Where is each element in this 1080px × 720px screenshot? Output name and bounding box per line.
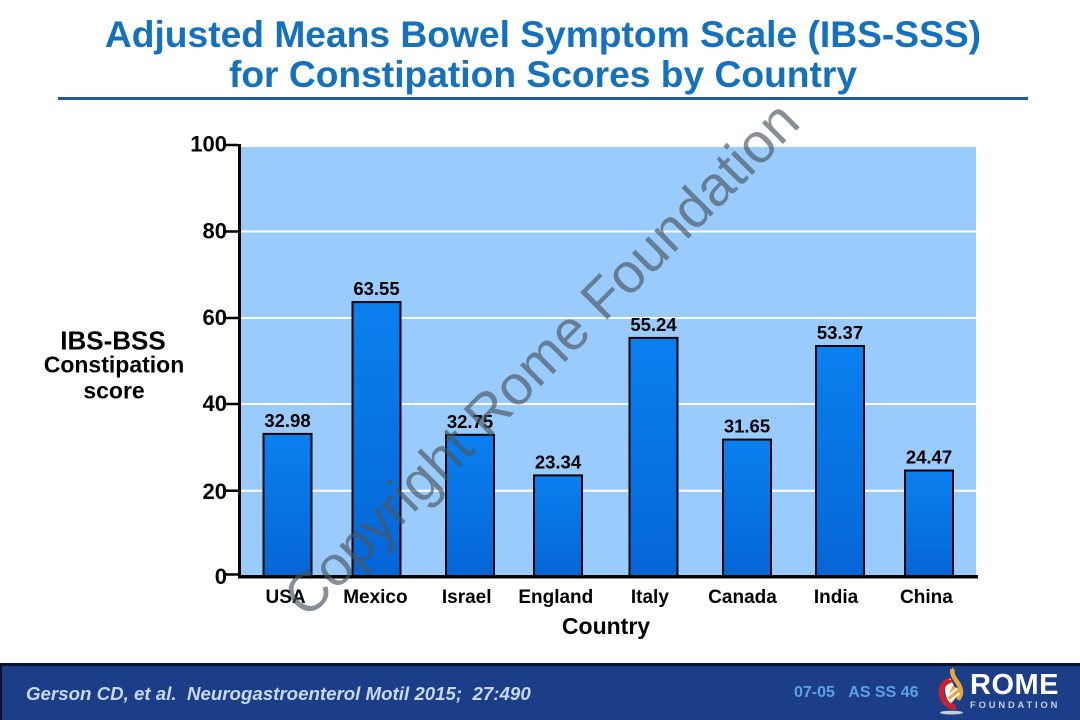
svg-text:32.75: 32.75 — [447, 411, 493, 432]
svg-text:23.34: 23.34 — [535, 451, 582, 472]
svg-text:USA: USA — [266, 587, 306, 608]
svg-text:Canada: Canada — [708, 587, 777, 608]
svg-text:60: 60 — [203, 305, 227, 330]
svg-text:55.24: 55.24 — [630, 314, 677, 335]
svg-text:0: 0 — [215, 564, 227, 589]
svg-text:England: England — [518, 587, 593, 608]
svg-text:20: 20 — [203, 479, 227, 504]
svg-text:Constipation: Constipation — [44, 352, 185, 378]
svg-text:40: 40 — [203, 391, 227, 416]
svg-text:Italy: Italy — [631, 587, 669, 608]
svg-text:80: 80 — [203, 219, 227, 244]
svg-text:24.47: 24.47 — [906, 447, 952, 468]
svg-text:63.55: 63.55 — [353, 278, 399, 299]
svg-text:China: China — [900, 587, 953, 608]
svg-text:Country: Country — [562, 613, 650, 639]
svg-text:31.65: 31.65 — [724, 416, 770, 437]
svg-text:100: 100 — [190, 132, 227, 157]
svg-text:32.98: 32.98 — [264, 410, 310, 431]
svg-text:score: score — [83, 378, 144, 404]
svg-text:India: India — [814, 587, 859, 608]
svg-text:Israel: Israel — [442, 587, 492, 608]
svg-text:Mexico: Mexico — [343, 587, 407, 608]
svg-text:IBS-BSS: IBS-BSS — [60, 326, 165, 356]
svg-text:53.37: 53.37 — [817, 322, 863, 343]
